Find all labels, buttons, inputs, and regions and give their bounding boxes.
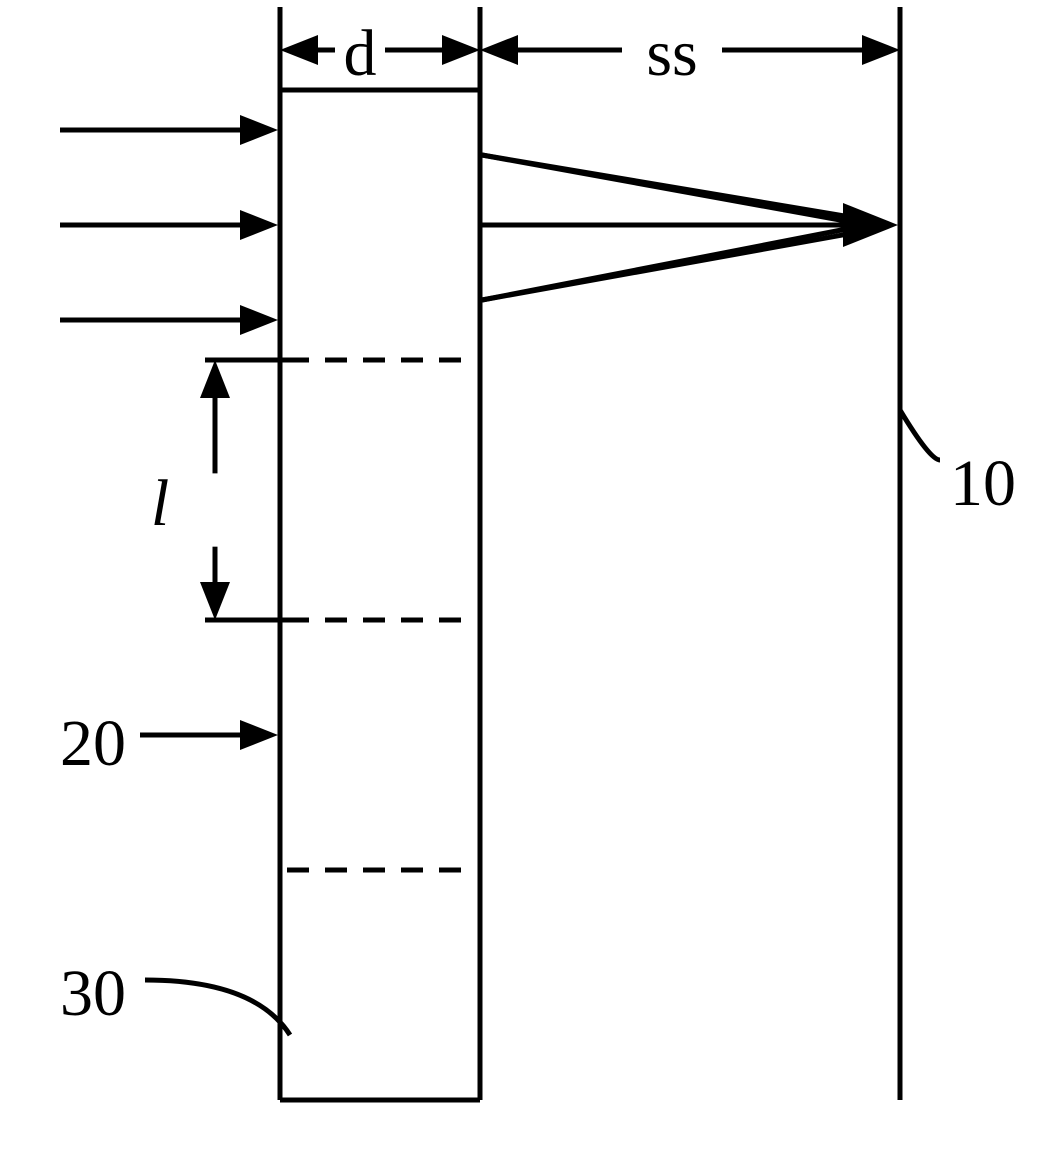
svg-text:l: l [151,467,169,540]
svg-text:ss: ss [646,17,697,90]
svg-text:20: 20 [60,707,126,780]
svg-text:d: d [344,17,377,90]
svg-text:30: 30 [60,957,126,1030]
svg-text:10: 10 [950,447,1016,520]
